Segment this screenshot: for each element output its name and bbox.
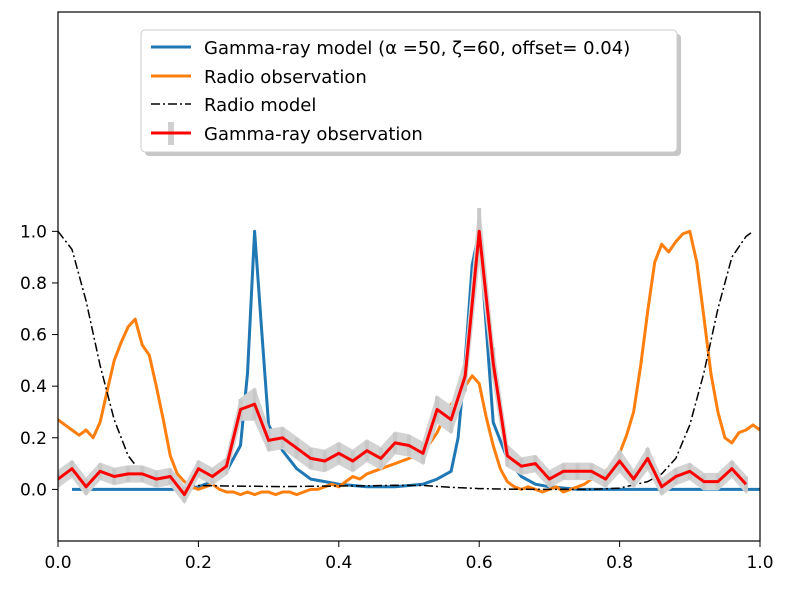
gamma-ray-observation-line xyxy=(58,229,748,497)
x-tick-label: 1.0 xyxy=(746,553,773,573)
legend-label-gamma-observation: Gamma-ray observation xyxy=(204,124,423,145)
x-tick-label: 0.8 xyxy=(606,553,633,573)
legend-box xyxy=(140,29,678,153)
legend-label-radio-observation: Radio observation xyxy=(204,67,367,88)
legend-label-gamma-model: Gamma-ray model (α =50, ζ=60, offset= 0.… xyxy=(204,38,630,59)
x-tick-label: 0.4 xyxy=(325,553,352,573)
y-tick-label: 1.0 xyxy=(20,222,47,242)
y-tick-label: 0.4 xyxy=(20,377,47,397)
x-tick-label: 0.6 xyxy=(466,553,493,573)
y-tick-label: 0.6 xyxy=(20,326,47,346)
radio-observation-line xyxy=(58,229,760,497)
legend: Gamma-ray model (α =50, ζ=60, offset= 0.… xyxy=(140,29,681,156)
y-tick-label: 0.2 xyxy=(20,429,47,449)
legend-label-radio-model: Radio model xyxy=(204,95,316,116)
radio-model-line xyxy=(58,230,754,491)
x-tick-label: 0.0 xyxy=(44,553,71,573)
plot-frame xyxy=(57,11,761,542)
y-tick-label: 0.8 xyxy=(20,274,47,294)
y-tick-label: 0.0 xyxy=(20,480,47,500)
x-tick-label: 0.2 xyxy=(185,553,212,573)
